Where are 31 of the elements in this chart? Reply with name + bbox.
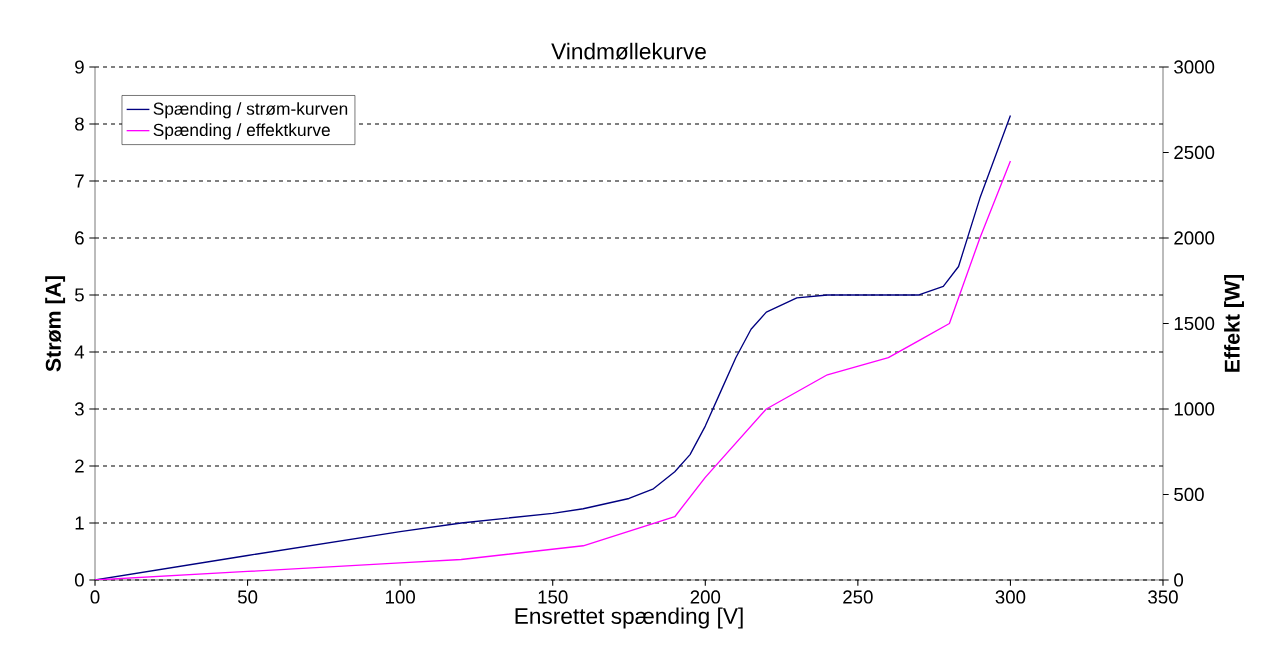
legend-label: Spænding / effektkurve: [153, 123, 330, 140]
y2-tick-label: 3000: [1174, 60, 1215, 74]
x-tick-label: 300: [995, 590, 1026, 604]
chart-title: Vindmøllekurve: [551, 42, 706, 60]
y-tick-label: 5: [74, 288, 84, 302]
x-tick-label: 50: [237, 590, 258, 604]
y-axis-title: Strøm [A]: [45, 276, 66, 372]
y2-tick-label: 1500: [1174, 316, 1215, 331]
x-axis-title: Ensrettet spænding [V]: [515, 607, 743, 629]
y-tick-label: 0: [74, 573, 84, 587]
x-tick-label: 350: [1148, 590, 1178, 604]
y-tick-label: 8: [75, 117, 84, 131]
x-tick-label: 0: [90, 590, 100, 604]
y2-tick-label: 2500: [1174, 145, 1215, 160]
y-tick-label: 7: [75, 174, 84, 188]
y-tick-label: 3: [74, 402, 84, 416]
y-tick-label: 1: [75, 516, 84, 530]
x-tick-label: 200: [690, 590, 721, 604]
y2-tick-label: 500: [1174, 487, 1204, 502]
y2-axis-title: Effekt [W]: [1224, 274, 1244, 372]
y-tick-label: 4: [74, 345, 85, 359]
x-tick-label: 150: [538, 590, 568, 604]
legend-label: Spænding / strøm-kurven: [153, 102, 348, 119]
y2-tick-label: 2000: [1174, 231, 1215, 245]
y2-tick-label: 1000: [1174, 402, 1215, 416]
x-tick-label: 250: [843, 590, 873, 604]
y-tick-label: 9: [75, 60, 84, 74]
x-tick-label: 100: [386, 590, 415, 604]
y-tick-label: 6: [75, 231, 84, 245]
y-tick-label: 2: [75, 459, 84, 473]
y2-tick-label: 0: [1174, 573, 1184, 587]
